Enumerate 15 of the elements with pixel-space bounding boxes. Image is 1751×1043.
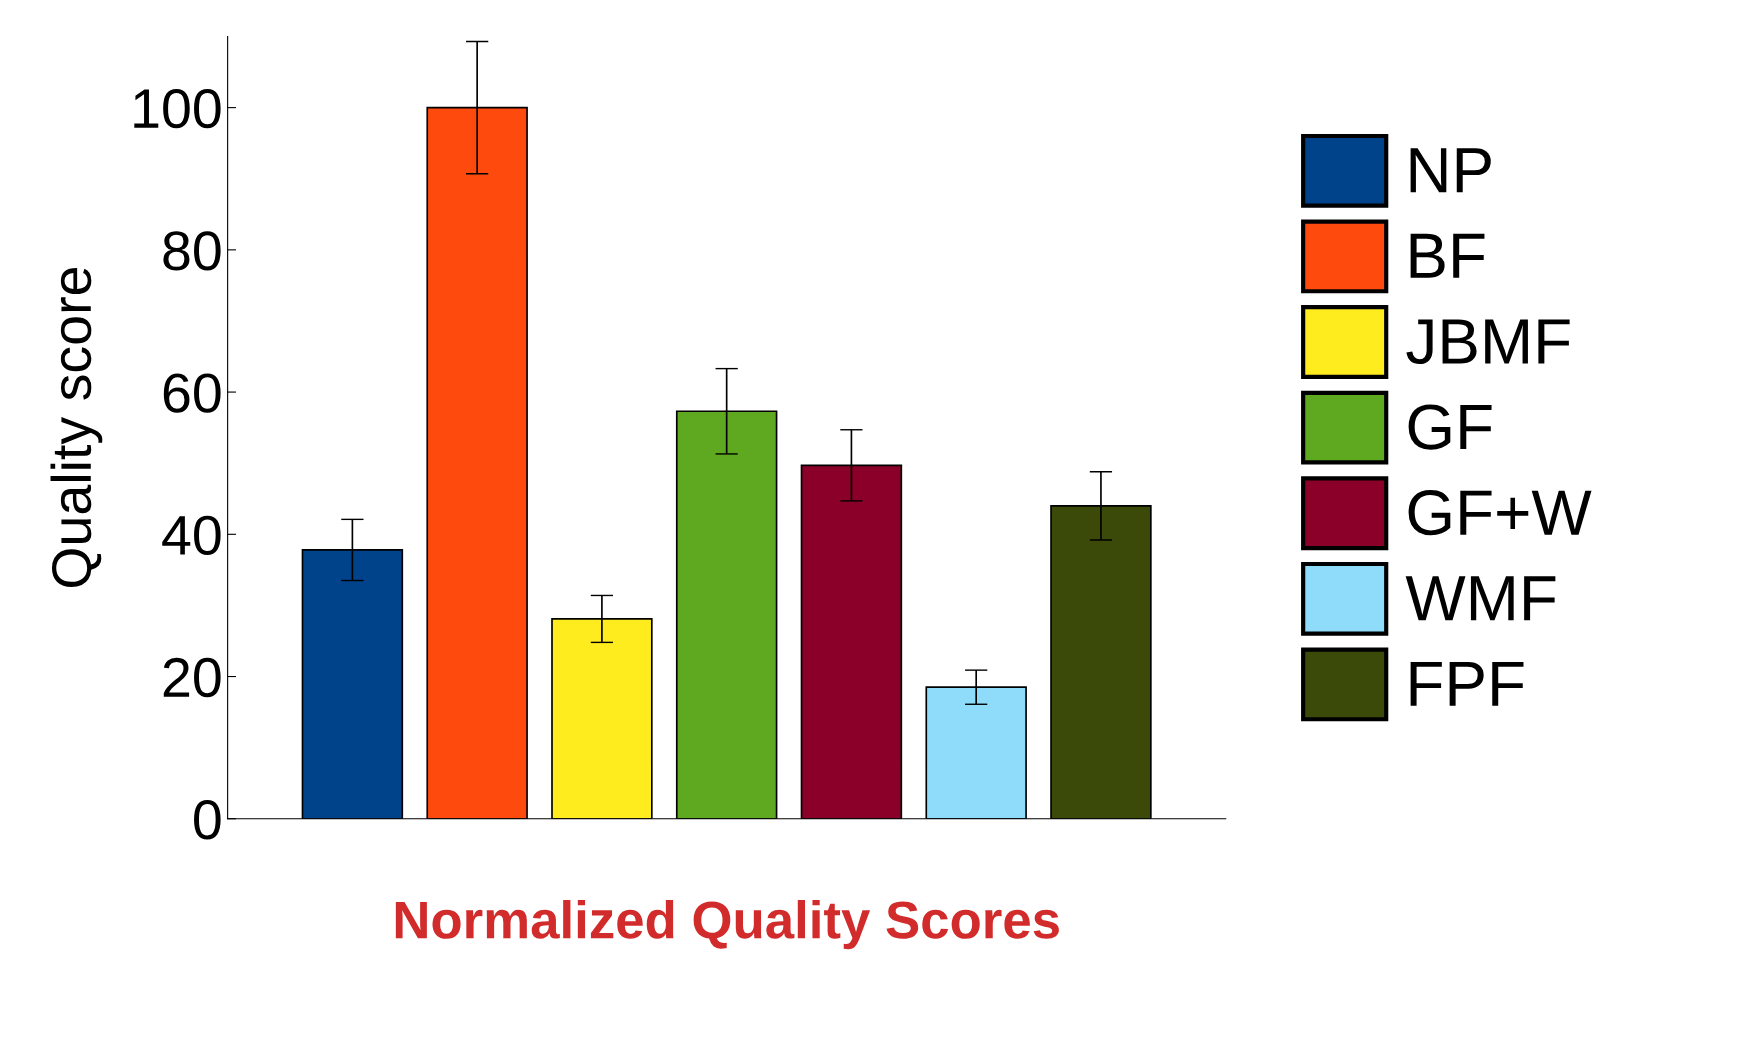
y-tick-label: 80 xyxy=(163,231,221,271)
legend-label: NP xyxy=(1410,148,1491,193)
legend-label: GF xyxy=(1408,404,1492,450)
legend-label: BF xyxy=(1410,233,1485,278)
y-axis-title: Quality score xyxy=(50,267,103,588)
y-tick-label: 100 xyxy=(134,88,221,129)
legend-label: WMF xyxy=(1405,576,1556,621)
legend-label: JBMF xyxy=(1406,319,1570,365)
legend-label: FPF xyxy=(1410,661,1524,706)
y-tick-label: 20 xyxy=(163,657,221,698)
y-tick-label: 60 xyxy=(163,373,221,413)
legend-label: GF+W xyxy=(1408,490,1592,536)
y-tick-label: 0 xyxy=(194,800,221,840)
x-axis-title: Normalized Quality Scores xyxy=(395,900,1059,950)
y-tick-label: 40 xyxy=(162,515,221,555)
